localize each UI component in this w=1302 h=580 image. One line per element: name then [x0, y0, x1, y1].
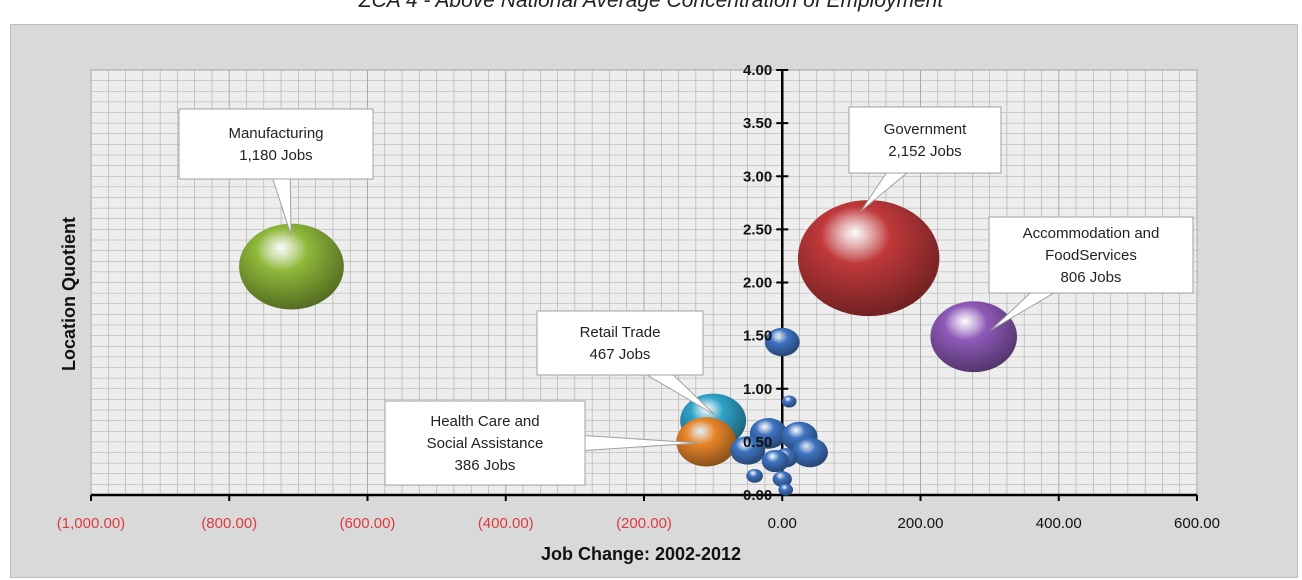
- x-tick-label: (600.00): [340, 515, 396, 532]
- chart-panel: Manufacturing 1,180 Jobs Government 2,152 J…: [10, 24, 1298, 578]
- callout-text-accommodation-and-foodservices: FoodServices: [1045, 247, 1137, 264]
- bubble-other-12: [761, 449, 789, 473]
- callout-text-government: Government: [884, 121, 967, 138]
- bubbles: [239, 200, 1018, 496]
- bubble-government: [797, 200, 940, 317]
- callout-box-fill-manufacturing: [180, 110, 372, 178]
- y-tick-label: 4.00: [743, 62, 772, 79]
- x-tick-label: 0.00: [768, 515, 797, 532]
- y-tick-label: 0.50: [743, 434, 772, 451]
- bubble-other-9: [730, 436, 766, 465]
- callout-box-fill-retail-trade: [538, 312, 702, 374]
- x-tick-label: 600.00: [1174, 515, 1220, 532]
- figure-title-prefix: ZCA 4 -: [358, 0, 436, 12]
- tick-labels: (1,000.00) (800.00) (600.00) (400.00) (200.0…: [57, 62, 1220, 532]
- callout-box-fill-accommodation-and-foodservices: [990, 218, 1192, 292]
- bubble-other-13: [772, 471, 792, 487]
- y-axis-title: Location Quotient: [59, 217, 79, 371]
- callouts: Manufacturing 1,180 Jobs Government 2,152 J…: [178, 106, 1194, 486]
- bubble-other-15: [778, 483, 794, 496]
- x-tick-label: (800.00): [201, 515, 257, 532]
- x-tick-label: 200.00: [898, 515, 944, 532]
- y-tick-label: 2.00: [743, 275, 772, 292]
- figure-title-text: Above National Average Concentration of …: [435, 0, 944, 12]
- callout-text-health-care-and-social-assistance: Social Assistance: [427, 435, 544, 452]
- y-tick-label: 3.00: [743, 168, 772, 185]
- x-axis-title: Job Change: 2002-2012: [541, 544, 741, 564]
- bubble-other-10: [791, 437, 828, 468]
- x-tick-label: (1,000.00): [57, 515, 125, 532]
- y-tick-label: 1.50: [743, 328, 772, 345]
- figure-title: ZCA 4 - Above National Average Concentra…: [0, 0, 1302, 13]
- x-tick-label: (400.00): [478, 515, 534, 532]
- bubble-manufacturing: [239, 223, 344, 310]
- callout-text-accommodation-and-foodservices: Accommodation and: [1023, 225, 1160, 242]
- callout-text-health-care-and-social-assistance: 386 Jobs: [455, 457, 516, 474]
- callout-text-accommodation-and-foodservices: 806 Jobs: [1061, 269, 1122, 286]
- callout-text-retail-trade: 467 Jobs: [590, 346, 651, 363]
- y-tick-label: 0.00: [743, 487, 772, 504]
- bubble-other-6: [781, 395, 797, 408]
- y-tick-label: 1.00: [743, 381, 772, 398]
- y-tick-label: 3.50: [743, 115, 772, 132]
- callout-text-health-care-and-social-assistance: Health Care and: [430, 413, 539, 430]
- bubble-other-14: [746, 469, 763, 483]
- callout-text-retail-trade: Retail Trade: [580, 324, 661, 341]
- x-tick-label: (200.00): [616, 515, 672, 532]
- callout-text-manufacturing: Manufacturing: [228, 125, 323, 142]
- callout-text-government: 2,152 Jobs: [888, 143, 961, 160]
- x-tick-label: 400.00: [1036, 515, 1082, 532]
- callout-box-fill-government: [850, 108, 1000, 172]
- bubble-health-care-and-social-assistance: [676, 417, 737, 467]
- bubble-chart: Manufacturing 1,180 Jobs Government 2,152 J…: [57, 62, 1220, 564]
- bubble-accommodation-and-foodservices: [930, 301, 1018, 373]
- callout-text-manufacturing: 1,180 Jobs: [239, 147, 312, 164]
- bubble-other-5: [764, 327, 800, 357]
- callout-box-fill-health-care-and-social-assistance: [386, 402, 584, 484]
- y-tick-label: 2.50: [743, 221, 772, 238]
